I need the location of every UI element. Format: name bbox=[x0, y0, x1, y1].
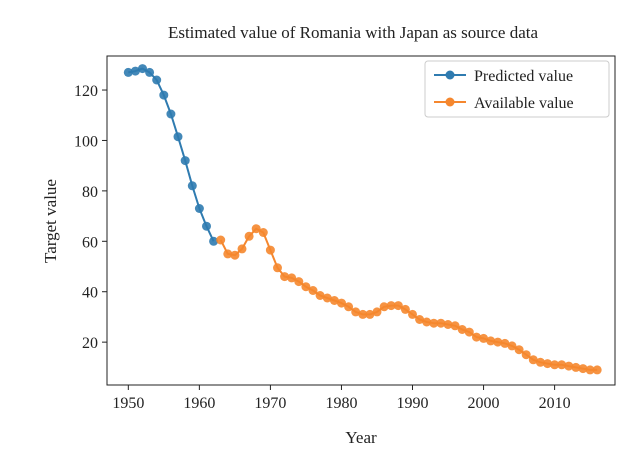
data-point bbox=[493, 337, 503, 347]
data-point bbox=[322, 293, 332, 303]
data-point bbox=[571, 362, 581, 372]
chart-title: Estimated value of Romania with Japan as… bbox=[168, 23, 539, 42]
data-point bbox=[273, 263, 282, 273]
x-axis-label: Year bbox=[345, 428, 377, 447]
data-point bbox=[223, 249, 233, 259]
legend-label-predicted: Predicted value bbox=[474, 68, 573, 85]
legend-label-available: Available value bbox=[474, 95, 574, 112]
y-tick-label: 100 bbox=[74, 133, 98, 150]
data-point bbox=[415, 315, 425, 324]
data-point bbox=[237, 244, 247, 254]
data-point bbox=[557, 360, 567, 370]
data-point bbox=[578, 364, 588, 374]
data-point bbox=[258, 228, 268, 237]
x-tick-label: 2000 bbox=[468, 395, 500, 412]
data-point bbox=[443, 320, 453, 329]
data-point bbox=[194, 204, 204, 213]
data-point bbox=[450, 321, 460, 331]
series-available bbox=[216, 224, 602, 375]
x-tick-label: 1960 bbox=[183, 395, 215, 412]
data-point bbox=[564, 361, 574, 371]
data-point bbox=[400, 304, 410, 314]
legend-box bbox=[424, 60, 610, 118]
y-axis-label: Target value bbox=[41, 179, 60, 263]
data-point bbox=[585, 365, 595, 375]
data-point bbox=[152, 75, 162, 85]
x-tick-label: 1980 bbox=[325, 395, 357, 412]
data-point bbox=[337, 298, 346, 308]
data-point bbox=[216, 235, 226, 245]
data-point bbox=[344, 302, 354, 312]
data-point bbox=[479, 333, 489, 343]
data-point bbox=[159, 90, 169, 100]
legend: Predicted value Available value bbox=[424, 60, 610, 118]
data-point bbox=[180, 156, 190, 166]
data-point bbox=[521, 350, 531, 360]
data-point bbox=[315, 291, 325, 300]
legend-swatch-marker-predicted bbox=[445, 70, 455, 80]
data-point bbox=[372, 307, 382, 317]
data-point bbox=[251, 224, 261, 234]
data-point bbox=[209, 236, 219, 246]
data-point bbox=[301, 282, 311, 292]
data-point bbox=[202, 221, 211, 231]
data-point bbox=[130, 66, 140, 76]
data-point bbox=[429, 318, 439, 328]
x-tick-label: 1990 bbox=[397, 395, 429, 412]
data-point bbox=[379, 302, 389, 312]
data-point bbox=[535, 357, 545, 367]
x-tick-label: 1950 bbox=[112, 395, 144, 412]
data-point bbox=[408, 309, 417, 319]
legend-swatch-marker-available bbox=[445, 97, 455, 107]
data-point bbox=[351, 307, 361, 317]
data-point bbox=[230, 250, 240, 260]
data-point bbox=[294, 277, 304, 287]
data-point bbox=[365, 309, 375, 319]
data-point bbox=[528, 355, 538, 365]
y-tick-label: 40 bbox=[82, 285, 98, 302]
data-point bbox=[464, 327, 474, 337]
data-point bbox=[308, 286, 318, 295]
y-tick-label: 60 bbox=[82, 234, 98, 251]
series-predicted bbox=[123, 64, 219, 246]
data-point bbox=[550, 360, 560, 370]
data-point bbox=[265, 245, 275, 255]
data-point bbox=[543, 359, 552, 369]
data-point bbox=[287, 273, 297, 283]
data-point bbox=[507, 341, 517, 351]
y-tick-label: 20 bbox=[82, 335, 98, 352]
data-point bbox=[457, 325, 467, 334]
data-point bbox=[280, 272, 290, 282]
x-tick-label: 2010 bbox=[539, 395, 571, 412]
data-point bbox=[173, 132, 183, 142]
data-point bbox=[138, 64, 147, 74]
x-tick-label: 1970 bbox=[254, 395, 286, 412]
y-axis: 20 40 60 80 100 120 bbox=[74, 83, 107, 352]
data-point bbox=[592, 365, 602, 375]
data-point bbox=[436, 318, 446, 328]
data-point bbox=[145, 67, 155, 77]
x-axis: 1950 1960 1970 1980 1990 2000 2010 bbox=[112, 385, 571, 412]
data-point bbox=[486, 336, 496, 346]
data-point bbox=[187, 181, 197, 191]
y-tick-label: 120 bbox=[74, 83, 98, 100]
y-tick-label: 80 bbox=[82, 184, 98, 201]
data-point bbox=[123, 67, 133, 77]
data-point bbox=[329, 296, 339, 305]
series-layer bbox=[123, 64, 602, 375]
data-point bbox=[386, 301, 396, 311]
data-point bbox=[166, 109, 176, 119]
data-point bbox=[472, 332, 481, 342]
data-point bbox=[514, 345, 524, 355]
data-point bbox=[393, 301, 403, 311]
data-point bbox=[422, 317, 432, 327]
data-point bbox=[244, 231, 254, 241]
data-point bbox=[500, 338, 510, 348]
data-point bbox=[358, 309, 368, 319]
